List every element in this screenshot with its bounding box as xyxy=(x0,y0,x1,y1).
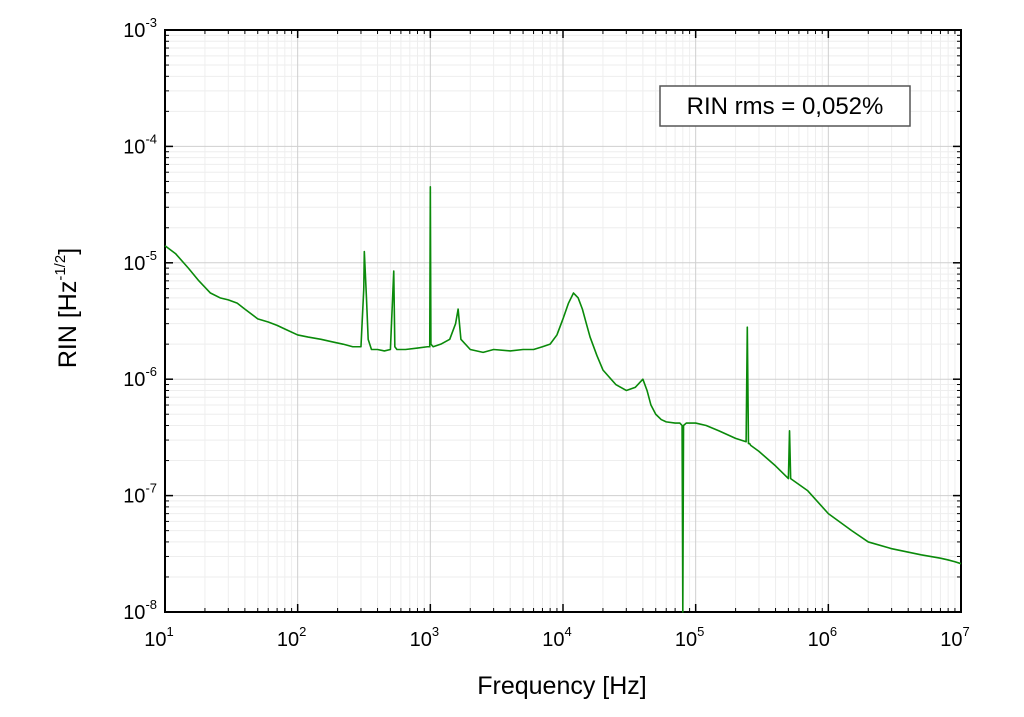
y-axis-title-exp: -1/2 xyxy=(52,255,69,281)
series-group xyxy=(164,185,962,613)
y-axis-title-close: ] xyxy=(54,248,82,255)
y-tick-label: 10-5 xyxy=(123,248,157,275)
y-tick-label: 10-8 xyxy=(123,597,157,624)
annotation-text: RIN rms = 0,052% xyxy=(687,93,884,120)
annotation-box xyxy=(659,85,911,127)
axis-ticks xyxy=(164,29,962,613)
x-tick-label: 106 xyxy=(808,624,837,651)
y-axis-title: RIN [Hz-1/2] xyxy=(52,248,82,368)
y-tick-labels: 10-8 10-7 10-6 10-5 10-4 10-3 xyxy=(123,15,157,624)
x-tick-label: 102 xyxy=(277,624,306,651)
y-axis-title-base: RIN [Hz xyxy=(54,281,82,369)
x-tick-label: 104 xyxy=(542,624,571,651)
y-tick-label: 10-3 xyxy=(123,15,157,42)
grid xyxy=(164,29,962,613)
rms-annotation: RIN rms = 0,052% xyxy=(659,85,911,127)
y-tick-label: 10-6 xyxy=(123,364,157,391)
x-tick-label: 103 xyxy=(410,624,439,651)
y-tick-label: 10-4 xyxy=(123,131,157,158)
rin-series-line xyxy=(164,185,962,613)
x-tick-label: 107 xyxy=(940,624,969,651)
x-axis-title: Frequency [Hz] xyxy=(477,672,647,700)
x-tick-label: 105 xyxy=(675,624,704,651)
x-tick-labels: 101 102 103 104 105 106 107 xyxy=(144,624,969,651)
x-tick-label: 101 xyxy=(144,624,173,651)
y-tick-label: 10-7 xyxy=(123,481,157,508)
